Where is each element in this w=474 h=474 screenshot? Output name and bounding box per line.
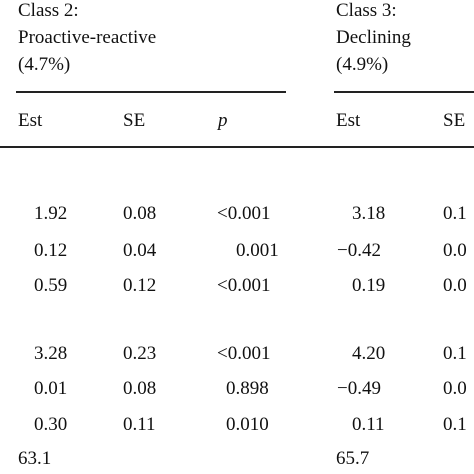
class3-se-cell: 0.1 bbox=[443, 203, 467, 224]
class2-est-cell: 0.01 bbox=[34, 378, 68, 399]
col-header-se: SE bbox=[443, 110, 466, 131]
class3-est-cell: −0.49 bbox=[337, 378, 381, 399]
class2-p-cell: <0.001 bbox=[217, 343, 271, 364]
class2-se-cell: 0.11 bbox=[123, 414, 156, 435]
col-header-p: p bbox=[218, 110, 228, 131]
class2-header-rule bbox=[16, 91, 286, 93]
class3-est-cell: 3.18 bbox=[352, 203, 386, 224]
class3-title: Class 3: bbox=[336, 0, 397, 21]
class2-p-cell: <0.001 bbox=[217, 275, 271, 296]
class2-se-cell: 0.12 bbox=[123, 275, 157, 296]
col-header-se: SE bbox=[123, 110, 146, 131]
table-header-rule bbox=[0, 146, 474, 148]
class3-se-cell: 0.1 bbox=[443, 343, 467, 364]
class2-summary-cell: 63.1 bbox=[18, 448, 52, 469]
class2-p-cell: 0.898 bbox=[226, 378, 269, 399]
class3-se-cell: 0.0 bbox=[443, 378, 467, 399]
class2-est-cell: 0.12 bbox=[34, 240, 68, 261]
col-header-est: Est bbox=[336, 110, 361, 131]
class2-p-cell: 0.001 bbox=[236, 240, 279, 261]
class3-est-cell: 0.11 bbox=[352, 414, 385, 435]
class3-header-rule bbox=[334, 91, 474, 93]
class2-est-cell: 0.59 bbox=[34, 275, 68, 296]
class3-est-cell: 4.20 bbox=[352, 343, 386, 364]
class2-se-cell: 0.08 bbox=[123, 378, 157, 399]
class2-est-cell: 0.30 bbox=[34, 414, 68, 435]
class2-est-cell: 1.92 bbox=[34, 203, 68, 224]
class2-title: Class 2: bbox=[18, 0, 79, 21]
class3-se-cell: 0.0 bbox=[443, 240, 467, 261]
class3-subtitle: Declining bbox=[336, 27, 411, 48]
class3-se-cell: 0.0 bbox=[443, 275, 467, 296]
class2-p-cell: <0.001 bbox=[217, 203, 271, 224]
class3-percent: (4.9%) bbox=[336, 54, 389, 75]
class3-summary-cell: 65.7 bbox=[336, 448, 370, 469]
class2-percent: (4.7%) bbox=[18, 54, 71, 75]
class2-p-cell: 0.010 bbox=[226, 414, 269, 435]
col-header-est: Est bbox=[18, 110, 43, 131]
class2-est-cell: 3.28 bbox=[34, 343, 68, 364]
class2-subtitle: Proactive-reactive bbox=[18, 27, 157, 48]
class3-est-cell: 0.19 bbox=[352, 275, 386, 296]
class2-se-cell: 0.23 bbox=[123, 343, 157, 364]
class2-se-cell: 0.08 bbox=[123, 203, 157, 224]
class2-se-cell: 0.04 bbox=[123, 240, 157, 261]
class3-est-cell: −0.42 bbox=[337, 240, 381, 261]
class3-se-cell: 0.1 bbox=[443, 414, 467, 435]
